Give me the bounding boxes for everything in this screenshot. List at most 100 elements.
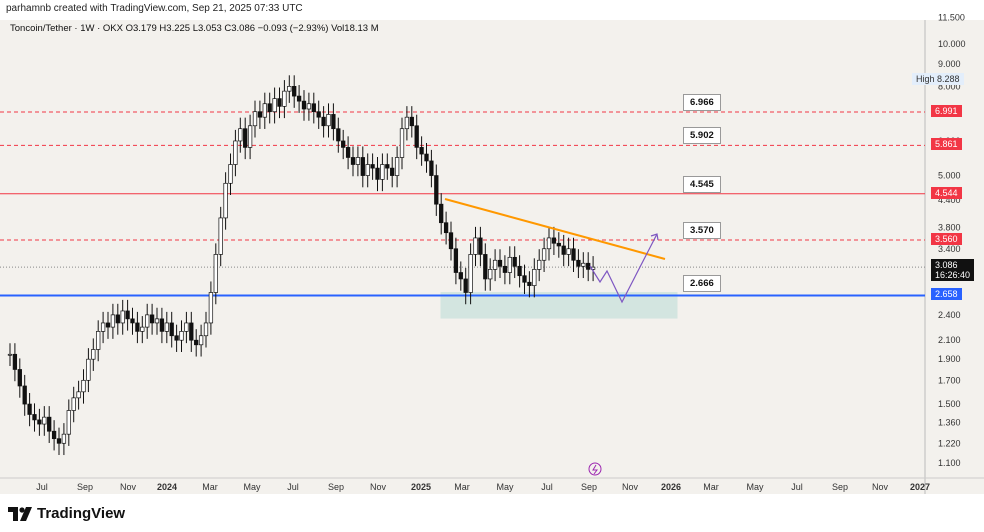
candle	[321, 116, 326, 127]
level-note: 2.666	[683, 275, 721, 293]
candle	[443, 222, 449, 234]
candle	[169, 322, 174, 337]
candle	[507, 256, 512, 273]
candle	[120, 310, 125, 324]
x-tick-label: Nov	[622, 482, 639, 492]
high-label: High 8.288	[912, 72, 964, 85]
candle	[247, 125, 253, 148]
candle	[198, 335, 204, 346]
candle	[512, 256, 517, 267]
candle	[252, 111, 258, 127]
candle	[434, 175, 439, 205]
chart-panel[interactable]	[0, 20, 984, 494]
y-tick-label: 9.000	[938, 59, 961, 69]
candle	[527, 281, 532, 286]
candle	[414, 125, 419, 148]
candle	[125, 310, 130, 320]
candle	[81, 379, 86, 393]
candle	[571, 248, 576, 261]
x-tick-label: Jul	[791, 482, 803, 492]
x-tick-label: Mar	[454, 482, 470, 492]
candle	[56, 438, 62, 444]
candle	[223, 182, 228, 219]
candle	[47, 416, 52, 432]
candle	[257, 111, 263, 118]
x-tick-label: 2025	[411, 482, 431, 492]
candle	[76, 391, 81, 399]
x-tick-label: Sep	[832, 482, 848, 492]
candle	[350, 157, 356, 165]
x-tick-label: Nov	[120, 482, 137, 492]
y-tick-label: 3.400	[938, 244, 961, 254]
candle	[439, 203, 444, 224]
x-tick-label: Mar	[202, 482, 218, 492]
candle	[345, 147, 351, 158]
candle	[399, 128, 405, 158]
candle	[71, 397, 76, 411]
candle	[370, 164, 375, 169]
candle	[267, 103, 272, 113]
candle	[586, 262, 591, 270]
candle	[326, 114, 331, 127]
candle	[277, 98, 282, 107]
candle	[51, 430, 57, 440]
candle	[32, 414, 37, 421]
candle	[208, 292, 214, 324]
candle	[91, 349, 96, 360]
candle	[404, 116, 410, 130]
candle	[497, 259, 503, 267]
candle	[502, 265, 508, 273]
candle	[7, 353, 13, 356]
lightning-bolt-icon	[592, 464, 598, 475]
candle	[541, 248, 547, 261]
level-note: 6.966	[683, 93, 721, 111]
y-tick-label: 8.000	[938, 81, 961, 91]
candle	[380, 164, 385, 180]
candle	[262, 103, 267, 118]
candle	[301, 100, 307, 110]
x-tick-label: Sep	[581, 482, 597, 492]
candle	[105, 322, 111, 328]
candle	[164, 322, 169, 332]
candle	[453, 248, 459, 273]
candle	[213, 254, 218, 293]
candle	[478, 237, 483, 255]
candle	[537, 259, 542, 270]
x-tick-label: Jul	[541, 482, 553, 492]
candle	[22, 385, 27, 405]
level-note: 3.570	[683, 222, 721, 240]
candle	[135, 322, 140, 332]
candle	[419, 147, 424, 155]
x-tick-label: Sep	[77, 482, 93, 492]
y-tick-label: 3.800	[938, 223, 961, 233]
y-tick-label: 1.900	[938, 354, 961, 364]
candle	[331, 114, 336, 130]
y-tick-label: 10.000	[938, 39, 966, 49]
candle	[282, 90, 287, 107]
candle	[566, 248, 571, 255]
candle	[292, 86, 297, 97]
candle	[448, 232, 454, 250]
candle	[517, 265, 522, 277]
candle	[336, 128, 341, 142]
candle	[360, 157, 365, 176]
level-note: 5.902	[683, 127, 721, 145]
candle	[115, 314, 120, 324]
tradingview-logo-icon	[8, 506, 32, 521]
candle	[296, 95, 302, 102]
candle	[184, 322, 189, 332]
candle	[12, 353, 18, 370]
candle	[86, 358, 91, 381]
candle	[492, 259, 498, 270]
tradingview-logo[interactable]: TradingView	[8, 505, 125, 522]
y-tick-label: 1.100	[938, 458, 961, 468]
price-level-label: 2.658	[931, 288, 962, 301]
x-tick-label: Sep	[328, 482, 344, 492]
y-tick-label: 1.700	[938, 375, 961, 385]
y-tick-label: 1.360	[938, 418, 961, 428]
candle	[463, 278, 468, 293]
projection-path	[589, 233, 658, 304]
candle	[154, 318, 160, 324]
candle	[179, 331, 184, 341]
